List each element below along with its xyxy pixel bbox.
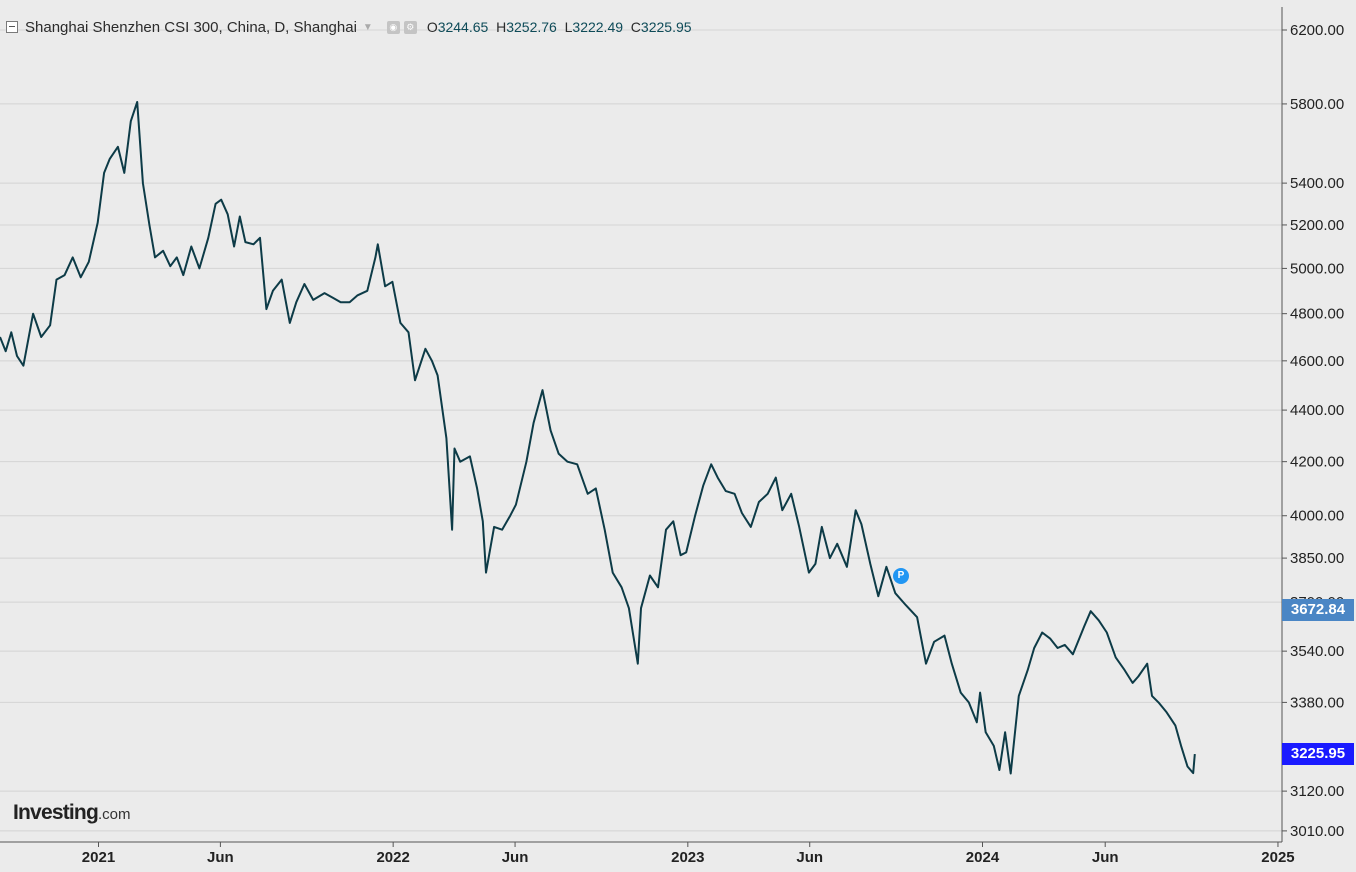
y-tick-label: 3120.00 — [1290, 783, 1344, 800]
y-tick-label: 3540.00 — [1290, 643, 1344, 660]
x-tick-label: Jun — [1092, 849, 1119, 866]
open-label: O — [426, 19, 438, 35]
y-tick-label: 4200.00 — [1290, 454, 1344, 471]
high-value: 3252.76 — [506, 19, 557, 35]
eye-icon[interactable]: ◉ — [386, 20, 400, 34]
last-price-tag: 3225.95 — [1282, 743, 1354, 766]
x-tick-label: Jun — [207, 849, 234, 866]
investing-logo: Investing.com — [13, 801, 131, 825]
ohlc-readout: O3244.65 H3252.76 L3222.49 C3225.95 — [427, 19, 692, 35]
y-tick-label: 4400.00 — [1290, 402, 1344, 419]
logo-suffix: .com — [97, 806, 131, 823]
close-value: 3225.95 — [640, 19, 692, 35]
close-label: C — [630, 19, 641, 35]
y-tick-label: 5800.00 — [1290, 96, 1344, 113]
gear-icon[interactable]: ⚙ — [403, 20, 417, 34]
y-tick-label: 3010.00 — [1290, 823, 1344, 840]
chart-legend: Shanghai Shenzhen CSI 300, China, D, Sha… — [6, 17, 692, 37]
x-tick-label: 2024 — [966, 849, 1000, 866]
reference-price-tag: 3672.84 — [1282, 599, 1354, 622]
y-tick-label: 5000.00 — [1290, 260, 1344, 277]
x-tick-label: 2023 — [671, 849, 704, 866]
x-tick-label: 2021 — [82, 849, 115, 866]
y-tick-label: 4000.00 — [1290, 508, 1344, 525]
y-tick-label: 5200.00 — [1290, 217, 1344, 234]
y-tick-label: 3380.00 — [1290, 694, 1344, 711]
y-tick-label: 5400.00 — [1290, 175, 1344, 192]
price-line — [0, 101, 1196, 775]
collapse-legend-icon[interactable] — [6, 21, 18, 33]
x-tick-label: Jun — [796, 849, 823, 866]
time-axis-band — [0, 842, 1356, 872]
logo-name: Investing — [13, 801, 99, 824]
y-tick-label: 6200.00 — [1290, 22, 1344, 39]
x-tick-label: Jun — [502, 849, 529, 866]
x-tick-label: 2022 — [376, 849, 409, 866]
x-tick-label: 2025 — [1261, 849, 1294, 866]
symbol-title[interactable]: Shanghai Shenzhen CSI 300, China, D, Sha… — [25, 18, 357, 36]
high-label: H — [496, 19, 507, 35]
event-marker-icon[interactable]: P — [893, 568, 909, 584]
y-tick-label: 3850.00 — [1290, 550, 1344, 567]
open-value: 3244.65 — [437, 19, 489, 35]
y-tick-label: 4800.00 — [1290, 306, 1344, 323]
low-label: L — [564, 19, 573, 35]
low-value: 3222.49 — [572, 19, 624, 35]
chevron-down-icon[interactable]: ▼ — [362, 21, 373, 33]
y-tick-label: 4600.00 — [1290, 353, 1344, 370]
